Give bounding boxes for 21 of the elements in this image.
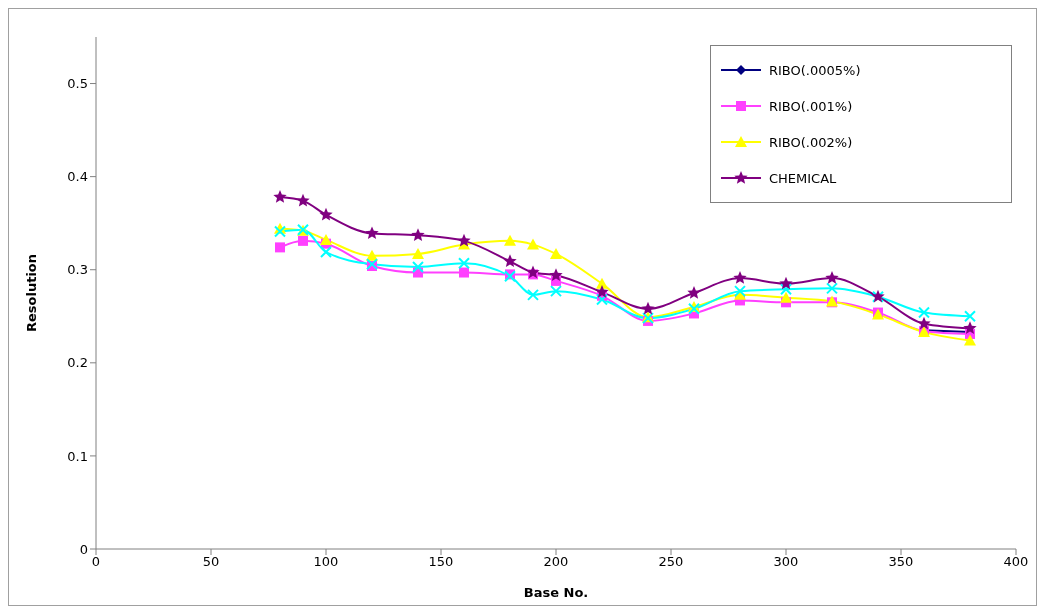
- y-tick-label: 0.5: [67, 76, 88, 92]
- legend-label: CHEMICAL: [769, 170, 837, 186]
- x-tick-label: 100: [313, 554, 339, 570]
- legend-label: RIBO(.001%): [769, 98, 853, 114]
- x-tick-label: 0: [91, 554, 101, 570]
- y-tick-label: 0: [79, 541, 88, 557]
- x-tick-label: 150: [428, 554, 454, 570]
- x-tick-label: 200: [543, 554, 569, 570]
- legend-label: RIBO(.0005%): [769, 62, 861, 78]
- y-tick-label: 0.3: [67, 262, 88, 278]
- x-axis-title: Base No.: [523, 585, 589, 600]
- x-tick-label: 250: [658, 554, 684, 570]
- y-tick-label: 0.1: [67, 448, 88, 464]
- y-tick-label: 0.2: [67, 355, 88, 371]
- x-tick-label: 350: [888, 554, 914, 570]
- legend-label: RIBO(.002%): [769, 134, 853, 150]
- x-tick-label: 300: [773, 554, 799, 570]
- x-tick-label: 50: [202, 554, 220, 570]
- y-axis-title: Resolution: [23, 253, 39, 333]
- y-tick-label: 0.4: [67, 169, 88, 185]
- x-tick-label: 400: [1003, 554, 1029, 570]
